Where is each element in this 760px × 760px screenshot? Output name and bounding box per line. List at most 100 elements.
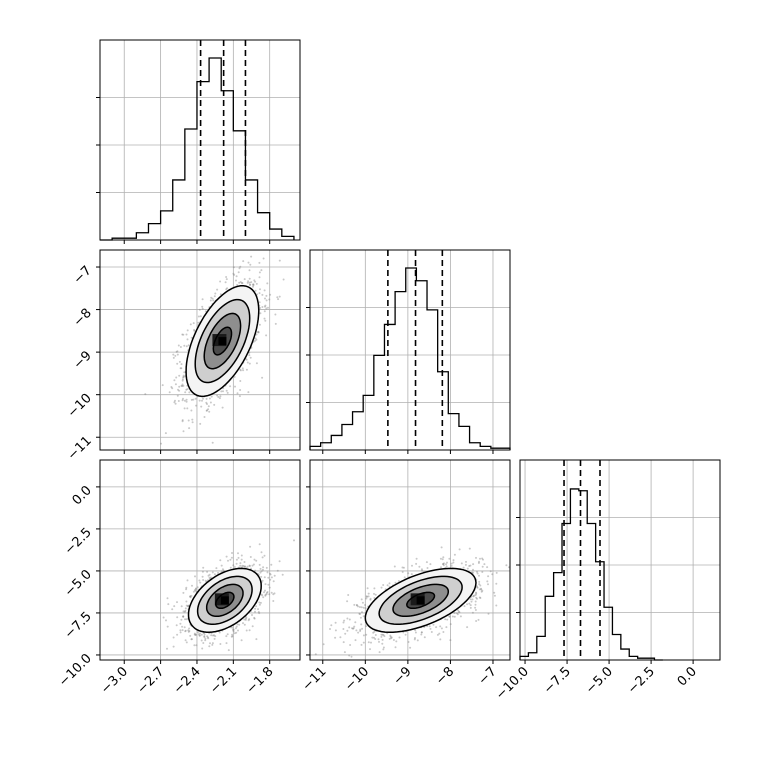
scatter-point bbox=[201, 307, 204, 310]
scatter-point bbox=[243, 561, 246, 563]
scatter-point bbox=[240, 558, 243, 561]
scatter-point bbox=[409, 646, 412, 649]
scatter-point bbox=[273, 574, 276, 577]
scatter-point bbox=[215, 567, 218, 570]
scatter-point bbox=[453, 615, 456, 618]
scatter-point bbox=[466, 626, 469, 629]
scatter-point bbox=[253, 616, 256, 619]
scatter-point bbox=[468, 602, 471, 605]
scatter-point bbox=[460, 562, 463, 565]
scatter-point bbox=[201, 305, 204, 308]
scatter-point bbox=[235, 275, 238, 278]
scatter-point bbox=[183, 626, 186, 629]
scatter-point bbox=[444, 618, 447, 621]
scatter-point bbox=[185, 600, 188, 603]
scatter-point bbox=[247, 280, 250, 283]
scatter-point bbox=[206, 409, 208, 412]
scatter-point bbox=[446, 618, 449, 621]
scatter-point bbox=[225, 276, 228, 278]
scatter-point bbox=[181, 399, 184, 402]
scatter-point bbox=[203, 633, 206, 636]
scatter-point bbox=[184, 607, 187, 610]
scatter-point bbox=[458, 611, 461, 614]
scatter-point bbox=[171, 608, 174, 611]
scatter-point bbox=[182, 333, 185, 336]
scatter-point bbox=[171, 387, 174, 390]
scatter-point bbox=[187, 630, 190, 633]
scatter-point bbox=[466, 603, 469, 606]
scatter-point bbox=[225, 642, 228, 645]
scatter-point bbox=[220, 564, 223, 567]
scatter-point bbox=[446, 561, 448, 564]
scatter-point bbox=[253, 231, 255, 233]
scatter-point bbox=[401, 566, 404, 569]
scatter-point bbox=[268, 572, 271, 575]
scatter-point bbox=[242, 565, 245, 567]
scatter-point bbox=[264, 593, 267, 596]
scatter-point bbox=[179, 629, 182, 632]
scatter-point bbox=[257, 611, 260, 613]
scatter-point bbox=[474, 609, 477, 611]
scatter-point bbox=[222, 390, 224, 393]
scatter-point bbox=[351, 627, 353, 630]
scatter-point bbox=[234, 385, 236, 388]
scatter-point bbox=[365, 597, 368, 600]
scatter-point bbox=[238, 395, 241, 398]
scatter-point bbox=[359, 630, 362, 632]
scatter-point bbox=[224, 281, 227, 284]
y-tick-label: −10 bbox=[65, 391, 95, 421]
scatter-point bbox=[272, 600, 275, 602]
scatter-point bbox=[184, 391, 187, 394]
scatter-point bbox=[162, 616, 165, 619]
scatter-point bbox=[263, 310, 266, 313]
scatter-point bbox=[428, 625, 431, 628]
scatter-point bbox=[476, 597, 478, 600]
scatter-point bbox=[236, 623, 239, 626]
contour-line bbox=[406, 591, 436, 610]
scatter-point bbox=[181, 383, 184, 386]
scatter-point bbox=[266, 571, 269, 574]
scatter-point bbox=[393, 565, 396, 568]
scatter-point bbox=[264, 319, 267, 322]
scatter-point bbox=[200, 639, 203, 642]
scatter-point bbox=[249, 356, 252, 359]
scatter-point bbox=[212, 634, 214, 637]
scatter-point bbox=[267, 576, 270, 579]
scatter-point bbox=[463, 605, 466, 608]
scatter-point bbox=[194, 588, 197, 591]
density-peak bbox=[416, 596, 425, 605]
scatter-point bbox=[201, 298, 204, 301]
contour-line bbox=[194, 298, 251, 384]
scatter-point bbox=[269, 573, 272, 576]
y-tick-label: −8 bbox=[71, 306, 95, 330]
scatter-point bbox=[236, 392, 239, 395]
scatter-point bbox=[410, 573, 413, 576]
scatter-point bbox=[243, 618, 246, 621]
scatter-point bbox=[204, 579, 207, 582]
scatter-point bbox=[369, 598, 372, 601]
scatter-point bbox=[359, 613, 361, 615]
scatter-point bbox=[343, 651, 346, 654]
scatter-point bbox=[458, 548, 461, 551]
scatter-point bbox=[450, 564, 453, 567]
scatter-point bbox=[426, 567, 429, 569]
scatter-point bbox=[346, 629, 349, 632]
scatter-point bbox=[360, 606, 363, 609]
x-tick-label: −10 bbox=[342, 664, 372, 694]
scatter-point bbox=[469, 598, 472, 601]
scatter-point bbox=[174, 354, 177, 357]
scatter-point bbox=[236, 284, 239, 286]
scatter-point bbox=[189, 634, 192, 637]
scatter-point bbox=[491, 573, 494, 576]
x-tick-label: −5.0 bbox=[583, 664, 616, 697]
scatter-point bbox=[349, 644, 352, 646]
scatter-point bbox=[416, 639, 419, 642]
contour-line bbox=[364, 567, 477, 634]
scatter-point bbox=[267, 583, 270, 586]
scatter-point bbox=[265, 593, 268, 596]
scatter-point bbox=[265, 591, 268, 594]
scatter-point bbox=[200, 405, 203, 408]
scatter-point bbox=[380, 635, 383, 638]
scatter-point bbox=[243, 278, 246, 281]
scatter-point bbox=[237, 629, 239, 632]
